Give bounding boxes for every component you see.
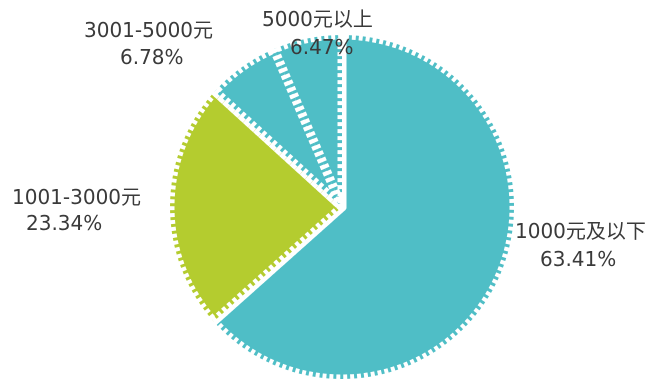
pie-labels: 1000元及以下 63.41% 1001-3000元 23.34% 3001-5…	[12, 7, 646, 271]
pie-slices	[165, 30, 519, 381]
slice-label-5000-and-above: 5000元以上	[262, 7, 373, 31]
slice-5000-and-above	[269, 30, 347, 212]
slice-percent-1000-and-below: 63.41%	[540, 247, 616, 271]
slice-percent-3001-5000: 6.78%	[120, 45, 184, 69]
slice-1001-3000	[165, 86, 347, 326]
slice-1000-and-below	[209, 30, 519, 381]
slice-label-1000-and-below: 1000元及以下	[515, 219, 646, 243]
slice-label-3001-5000: 3001-5000元	[84, 18, 213, 42]
slice-percent-1001-3000: 23.34%	[26, 211, 102, 235]
slice-label-1001-3000: 1001-3000元	[12, 185, 141, 209]
slice-percent-5000-and-above: 6.47%	[290, 35, 354, 59]
